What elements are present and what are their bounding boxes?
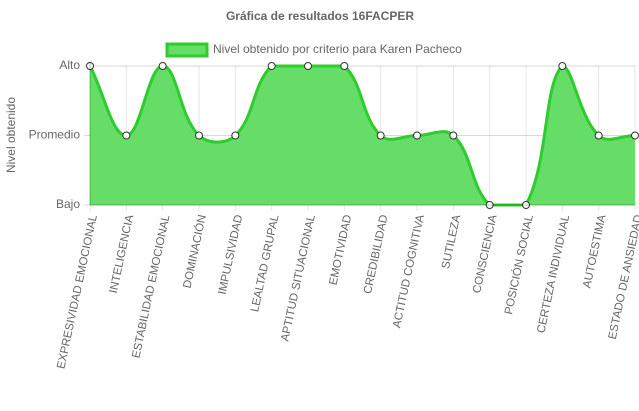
point <box>522 201 530 209</box>
chart-title: Gráfica de resultados 16FACPER <box>226 9 414 23</box>
x-tick-label: EMOTIVIDAD <box>328 214 355 286</box>
point <box>631 131 639 140</box>
line <box>88 64 636 207</box>
point <box>195 131 203 140</box>
y-tick-label: Alto <box>59 58 80 72</box>
x-tick-label: CREDIBILIDAD <box>362 214 390 295</box>
point <box>449 131 458 140</box>
point <box>158 62 167 70</box>
x-tick-label: DOMINACIÓN <box>181 214 209 290</box>
point <box>122 131 131 140</box>
x-tick-label: POSICIÓN SOCIAL <box>502 213 536 316</box>
legend-label: Nivel obtenido por criterio para Karen P… <box>213 42 462 56</box>
y-axis-title: Nivel obtenido <box>4 97 18 173</box>
point <box>485 201 494 209</box>
x-tick-label: SUTILEZA <box>440 213 463 270</box>
point <box>558 62 567 70</box>
area-fill <box>90 66 635 205</box>
legend-swatch <box>165 42 209 58</box>
y-tick-label: Bajo <box>56 197 80 211</box>
x-tick-label: AUTOESTIMA <box>581 213 608 289</box>
point <box>594 131 603 140</box>
x-tick-label: ESTADO DE ANSIEDAD <box>607 214 639 341</box>
x-tick-label: APTITUD SITUACIONAL <box>279 213 318 342</box>
point <box>340 62 349 70</box>
x-tick-label: LEALTAD GRUPAL <box>249 213 281 313</box>
x-tick-label: CERTEZA INDIVIDUAL <box>535 213 572 334</box>
point <box>376 131 385 140</box>
point <box>86 62 94 70</box>
x-tick-label: INTELIGENCIA <box>108 213 136 294</box>
x-tick-label: ESTABILIDAD EMOCIONAL <box>130 213 172 359</box>
x-tick-label: IMPULSIVIDAD <box>217 214 246 296</box>
y-tick-label: Promedio <box>29 128 81 142</box>
point <box>231 131 240 140</box>
x-tick-label: ACTITUD COGNITIVA <box>391 213 427 329</box>
point <box>413 131 421 140</box>
point <box>304 62 312 70</box>
x-tick-label: CONSCIENCIA <box>471 213 499 294</box>
point <box>267 62 276 70</box>
x-tick-label: EXPRESIVIDAD EMOCIONAL <box>55 213 100 370</box>
